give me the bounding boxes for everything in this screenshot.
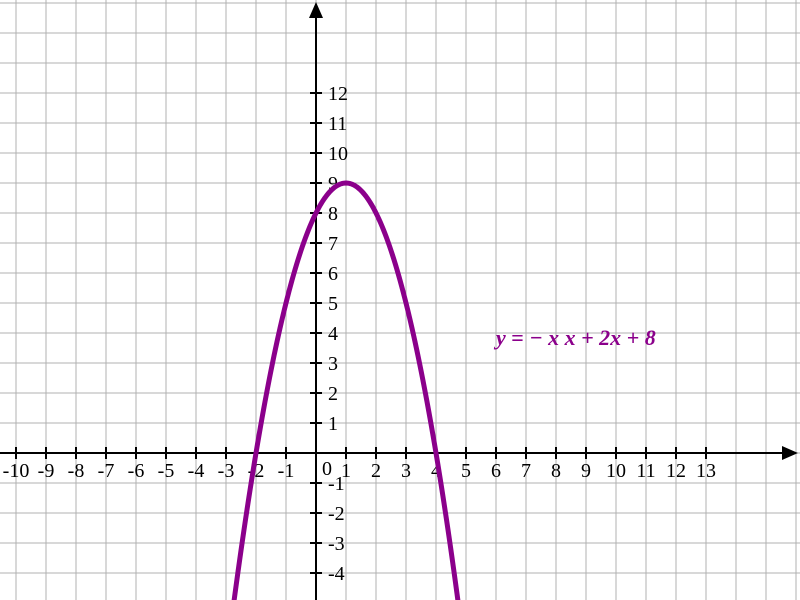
svg-text:2: 2 <box>328 383 338 405</box>
svg-text:-3: -3 <box>328 533 345 555</box>
equation-label: y = − x x + 2x + 8 <box>493 325 656 350</box>
svg-text:10: 10 <box>328 143 348 165</box>
chart-svg: -10-9-8-7-6-5-4-3-2-1012345678910111213-… <box>0 0 800 600</box>
svg-text:-4: -4 <box>328 563 345 585</box>
svg-text:-6: -6 <box>128 460 145 482</box>
svg-text:-1: -1 <box>328 473 345 495</box>
svg-text:8: 8 <box>328 203 338 225</box>
svg-text:-4: -4 <box>188 460 205 482</box>
parabola-chart: -10-9-8-7-6-5-4-3-2-1012345678910111213-… <box>0 0 800 600</box>
svg-text:-9: -9 <box>38 460 55 482</box>
svg-text:8: 8 <box>551 460 561 482</box>
svg-text:-7: -7 <box>98 460 115 482</box>
svg-text:-1: -1 <box>278 460 295 482</box>
svg-text:4: 4 <box>328 323 338 345</box>
svg-text:12: 12 <box>666 460 686 482</box>
svg-text:-10: -10 <box>3 460 30 482</box>
svg-text:2: 2 <box>371 460 381 482</box>
svg-text:11: 11 <box>636 460 655 482</box>
svg-text:1: 1 <box>328 413 338 435</box>
svg-text:13: 13 <box>696 460 716 482</box>
svg-text:5: 5 <box>461 460 471 482</box>
svg-text:6: 6 <box>491 460 501 482</box>
svg-text:7: 7 <box>328 233 338 255</box>
svg-text:11: 11 <box>328 113 347 135</box>
svg-text:12: 12 <box>328 83 348 105</box>
svg-text:5: 5 <box>328 293 338 315</box>
svg-text:10: 10 <box>606 460 626 482</box>
svg-text:9: 9 <box>581 460 591 482</box>
svg-text:7: 7 <box>521 460 531 482</box>
svg-text:-3: -3 <box>218 460 235 482</box>
svg-text:-5: -5 <box>158 460 175 482</box>
svg-text:3: 3 <box>328 353 338 375</box>
svg-text:-8: -8 <box>68 460 85 482</box>
svg-text:-2: -2 <box>328 503 345 525</box>
svg-text:6: 6 <box>328 263 338 285</box>
svg-text:3: 3 <box>401 460 411 482</box>
